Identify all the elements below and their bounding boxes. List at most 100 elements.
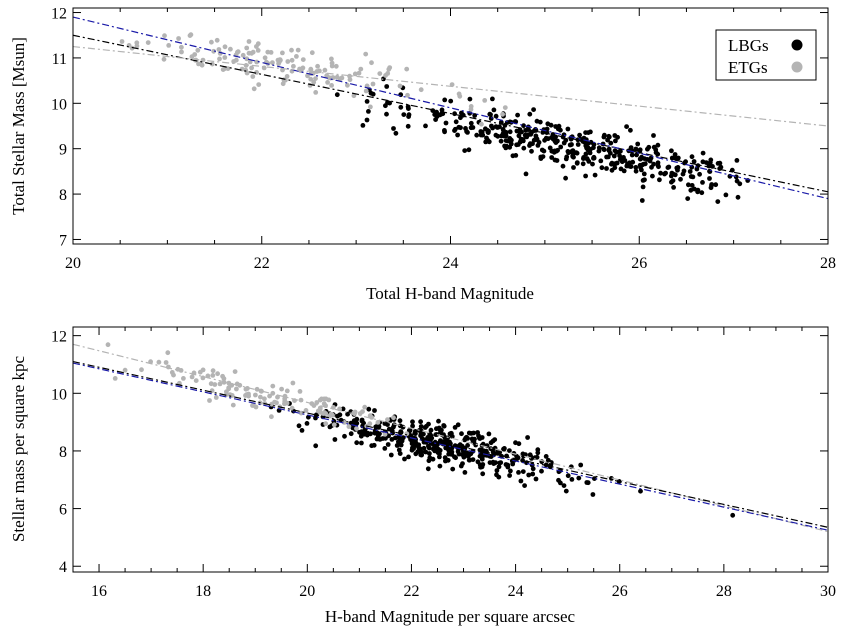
point-etgs xyxy=(289,47,294,53)
point-lbgs xyxy=(402,456,407,462)
point-lbgs xyxy=(490,96,495,102)
point-lbgs xyxy=(452,128,457,134)
point-lbgs xyxy=(468,120,474,126)
point-lbgs xyxy=(734,178,740,184)
point-etgs xyxy=(279,386,284,392)
point-lbgs xyxy=(466,451,471,457)
y-tick-label: 9 xyxy=(59,142,67,159)
point-lbgs xyxy=(377,437,383,442)
point-lbgs xyxy=(657,177,662,183)
point-etgs xyxy=(356,70,362,76)
point-lbgs xyxy=(611,153,617,159)
point-lbgs xyxy=(639,167,644,173)
point-lbgs xyxy=(510,153,516,159)
point-etgs xyxy=(352,409,358,415)
bottom-panel-fit-lines xyxy=(72,343,829,533)
point-etgs xyxy=(500,111,505,117)
point-etgs xyxy=(215,371,221,377)
point-lbgs xyxy=(489,123,494,129)
point-lbgs xyxy=(516,441,522,447)
point-lbgs xyxy=(364,117,370,123)
point-lbgs xyxy=(389,437,395,442)
point-lbgs xyxy=(671,185,676,190)
point-lbgs xyxy=(598,158,604,164)
point-lbgs xyxy=(447,431,453,437)
point-etgs xyxy=(284,74,290,79)
point-lbgs xyxy=(584,480,590,485)
point-etgs xyxy=(317,406,323,412)
point-etgs xyxy=(322,67,328,73)
point-etgs xyxy=(482,98,488,103)
point-lbgs xyxy=(397,423,403,429)
point-lbgs xyxy=(480,462,486,467)
point-lbgs xyxy=(573,150,579,156)
point-lbgs xyxy=(540,130,546,135)
point-etgs xyxy=(166,43,172,48)
point-lbgs xyxy=(656,164,661,170)
point-etgs xyxy=(163,360,169,365)
x-tick-label: 30 xyxy=(820,583,836,600)
point-lbgs xyxy=(335,413,340,419)
point-lbgs xyxy=(723,192,729,198)
point-etgs xyxy=(386,66,392,72)
point-etgs xyxy=(363,88,369,94)
point-lbgs xyxy=(462,437,468,443)
point-etgs xyxy=(377,71,383,76)
point-lbgs xyxy=(441,423,447,429)
point-etgs xyxy=(179,44,184,50)
point-lbgs xyxy=(474,132,480,138)
point-lbgs xyxy=(543,454,549,459)
point-lbgs xyxy=(713,182,719,188)
point-etgs xyxy=(199,62,205,68)
point-lbgs xyxy=(621,168,627,174)
point-lbgs xyxy=(462,148,468,154)
point-etgs xyxy=(457,93,463,99)
x-tick-label: 24 xyxy=(443,255,459,272)
point-lbgs xyxy=(450,466,456,472)
point-lbgs xyxy=(535,450,541,456)
point-lbgs xyxy=(421,445,427,451)
point-lbgs xyxy=(651,161,656,167)
point-etgs xyxy=(112,376,118,381)
point-lbgs xyxy=(538,156,544,162)
point-lbgs xyxy=(384,84,390,89)
point-lbgs xyxy=(433,432,439,437)
point-lbgs xyxy=(645,146,650,152)
x-tick-label: 20 xyxy=(299,583,315,600)
point-etgs xyxy=(383,73,388,78)
point-lbgs xyxy=(527,452,533,458)
point-lbgs xyxy=(476,433,481,439)
point-lbgs xyxy=(371,442,377,448)
point-etgs xyxy=(354,426,359,431)
point-lbgs xyxy=(388,452,394,458)
point-etgs xyxy=(468,104,474,109)
point-lbgs xyxy=(591,145,596,151)
point-etgs xyxy=(246,50,252,56)
y-tick-label: 6 xyxy=(59,502,67,519)
point-lbgs xyxy=(617,153,622,159)
point-lbgs xyxy=(478,129,484,134)
point-lbgs xyxy=(500,131,506,137)
point-lbgs xyxy=(507,448,512,453)
point-lbgs xyxy=(488,440,494,446)
point-lbgs xyxy=(488,116,494,121)
point-lbgs xyxy=(599,165,605,171)
fit-line-2 xyxy=(72,361,829,528)
point-lbgs xyxy=(650,173,655,179)
point-lbgs xyxy=(463,125,468,131)
point-etgs xyxy=(418,87,424,93)
point-etgs xyxy=(308,76,314,82)
point-lbgs xyxy=(642,177,647,183)
point-etgs xyxy=(250,74,256,79)
point-lbgs xyxy=(459,431,464,437)
point-lbgs xyxy=(554,158,560,163)
point-lbgs xyxy=(596,148,602,154)
point-lbgs xyxy=(520,138,526,144)
point-lbgs xyxy=(332,437,338,442)
point-etgs xyxy=(268,50,274,55)
point-etgs xyxy=(339,75,345,81)
point-etgs xyxy=(229,393,235,398)
point-lbgs xyxy=(448,98,454,104)
point-lbgs xyxy=(472,113,478,118)
point-lbgs xyxy=(616,149,622,155)
